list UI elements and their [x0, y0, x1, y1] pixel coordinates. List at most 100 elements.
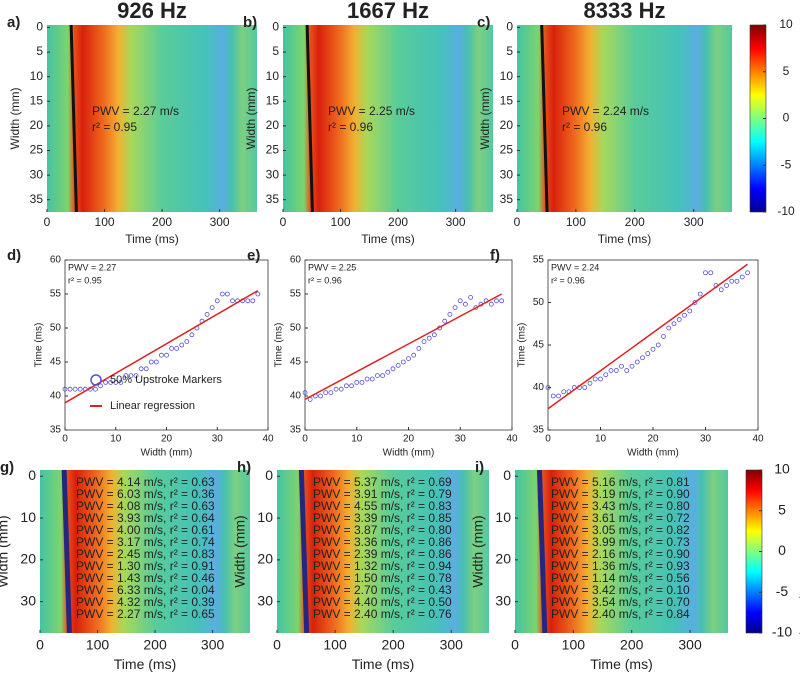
- x-tick-label: 10: [595, 434, 607, 445]
- y-tick-label: 20: [30, 118, 44, 132]
- wavefront: [305, 24, 314, 213]
- marker: [359, 379, 365, 385]
- y-tick-label: 50: [290, 323, 302, 334]
- y-axis-label: Width (mm): [8, 88, 22, 150]
- y-tick-label: 10: [257, 509, 273, 525]
- x-tick-label: 0: [36, 636, 44, 652]
- annotation: PWV = 3.87 m/s, r² = 0.80: [313, 523, 452, 537]
- marker: [385, 369, 391, 375]
- panel-title: 1667 Hz: [347, 0, 429, 23]
- marker: [214, 298, 220, 304]
- annotation: PWV = 6.03 m/s, r² = 0.36: [76, 487, 215, 501]
- marker: [138, 366, 144, 372]
- x-tick-label: 100: [323, 636, 347, 652]
- marker: [354, 379, 360, 385]
- annotation: PWV = 2.70 m/s, r² = 0.43: [313, 583, 452, 597]
- marker: [494, 298, 499, 304]
- plot-area: [547, 259, 759, 431]
- x-tick-label: 10: [110, 434, 122, 445]
- y-tick-label: 55: [290, 289, 302, 300]
- marker: [380, 373, 386, 379]
- x-tick-label: 300: [446, 215, 466, 229]
- y-axis-label: Width (mm): [0, 515, 10, 587]
- marker: [739, 274, 745, 280]
- marker: [556, 393, 561, 399]
- y-tick-label: 15: [500, 93, 514, 107]
- marker: [745, 270, 750, 276]
- annotation: PWV = 4.14 m/s, r² = 0.63: [76, 475, 215, 489]
- y-tick-label: 0: [272, 20, 279, 34]
- marker: [224, 291, 230, 297]
- y-tick-label: 30: [495, 592, 511, 608]
- x-tick-label: 200: [388, 215, 408, 229]
- y-tick-label: 40: [533, 382, 545, 393]
- marker: [587, 380, 593, 386]
- annotation: PWV = 2.27 m/s, r² = 0.65: [76, 607, 215, 621]
- marker: [603, 372, 609, 378]
- annotation: PWV = 3.99 m/s, r² = 0.73: [551, 535, 690, 549]
- wavefront: [536, 469, 548, 634]
- marker: [452, 305, 458, 311]
- annotation: PWV = 3.91 m/s, r² = 0.79: [313, 487, 452, 501]
- marker: [561, 389, 567, 395]
- x-axis-label: Time (ms): [598, 232, 652, 246]
- marker: [369, 376, 375, 382]
- marker: [463, 301, 468, 307]
- x-tick-label: 200: [381, 636, 405, 652]
- marker: [118, 379, 124, 385]
- annotation: PWV = 4.55 m/s, r² = 0.83: [313, 499, 452, 513]
- marker: [328, 390, 334, 396]
- marker: [113, 379, 119, 385]
- marker: [62, 386, 68, 392]
- x-tick-label: 0: [280, 215, 287, 229]
- y-axis-label: Time (ms): [274, 323, 285, 368]
- x-tick-label: 0: [511, 636, 519, 652]
- annotation: PWV = 2.27: [68, 262, 116, 272]
- colorbar-tick-label: 0: [778, 542, 786, 558]
- colorbar-tick-label: 5: [778, 501, 786, 517]
- marker: [333, 386, 339, 392]
- y-tick-label: 20: [266, 118, 280, 132]
- annotation: PWV = 3.36 m/s, r² = 0.86: [313, 535, 452, 549]
- y-tick-label: 0: [36, 20, 43, 34]
- y-tick-label: 10: [20, 509, 36, 525]
- y-axis-label: Width (mm): [478, 88, 492, 150]
- annotation: r² = 0.96: [328, 120, 373, 134]
- marker: [77, 386, 83, 392]
- annotation: PWV = 5.16 m/s, r² = 0.81: [551, 475, 690, 489]
- panel-label: i): [475, 459, 484, 476]
- marker: [457, 298, 463, 304]
- panel-label: g): [0, 459, 14, 476]
- x-axis-label: Time (ms): [352, 656, 414, 672]
- annotation: PWV = 1.32 m/s, r² = 0.94: [313, 559, 452, 573]
- marker: [634, 359, 640, 365]
- colorbar-tick-label: 5: [783, 64, 790, 78]
- marker: [169, 345, 174, 351]
- x-tick-label: 20: [647, 434, 659, 445]
- marker: [108, 379, 114, 385]
- annotation: PWV = 3.05 m/s, r² = 0.82: [551, 523, 690, 537]
- marker: [431, 332, 437, 338]
- marker: [619, 363, 624, 369]
- x-tick-label: 0: [62, 434, 68, 445]
- marker: [174, 345, 180, 351]
- marker: [624, 368, 630, 373]
- marker: [708, 270, 714, 276]
- y-tick-label: 50: [50, 323, 62, 334]
- marker: [697, 291, 703, 297]
- y-tick-label: 20: [495, 551, 511, 567]
- marker: [703, 270, 708, 276]
- y-tick-label: 10: [495, 509, 511, 525]
- marker: [72, 386, 78, 392]
- marker: [98, 383, 103, 389]
- marker: [682, 312, 687, 318]
- y-tick-label: 35: [266, 192, 280, 206]
- y-tick-label: 5: [36, 44, 43, 58]
- y-tick-label: 30: [30, 167, 44, 181]
- annotation: PWV = 4.00 m/s, r² = 0.61: [76, 523, 215, 537]
- colorbar-tick-label: -10: [772, 624, 792, 640]
- marker: [421, 339, 427, 345]
- marker: [255, 291, 261, 297]
- x-tick-label: 300: [201, 636, 225, 652]
- y-tick-label: 30: [266, 167, 280, 181]
